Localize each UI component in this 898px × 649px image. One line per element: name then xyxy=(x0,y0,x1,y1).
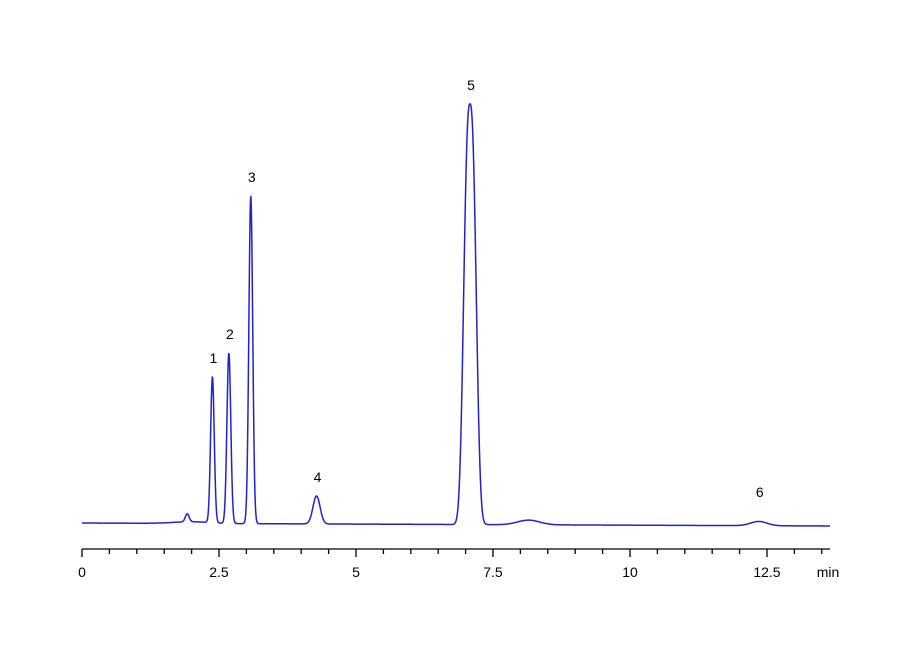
chromatogram-trace xyxy=(82,103,830,527)
peak-label-5: 5 xyxy=(467,77,475,93)
peak-label-4: 4 xyxy=(314,469,322,485)
peak-label-3: 3 xyxy=(248,169,256,185)
x-tick-label: 5 xyxy=(352,564,360,580)
peak-label-2: 2 xyxy=(226,326,234,342)
x-axis-unit: min xyxy=(817,564,840,580)
peak-label-6: 6 xyxy=(756,484,764,500)
peak-labels: 12 3 4 5 6 xyxy=(210,77,764,500)
peak-label-1: 1 xyxy=(210,350,218,366)
x-tick-label: 0 xyxy=(78,564,86,580)
x-tick-label: 7.5 xyxy=(483,564,503,580)
chromatogram-trace-layer xyxy=(82,103,830,527)
x-tick-label: 10 xyxy=(622,564,638,580)
x-tick-label: 2.5 xyxy=(209,564,229,580)
x-tick-label: 12.5 xyxy=(753,564,780,580)
x-axis: 0 2.5 5 7.5 10 12.5 min xyxy=(78,548,840,580)
